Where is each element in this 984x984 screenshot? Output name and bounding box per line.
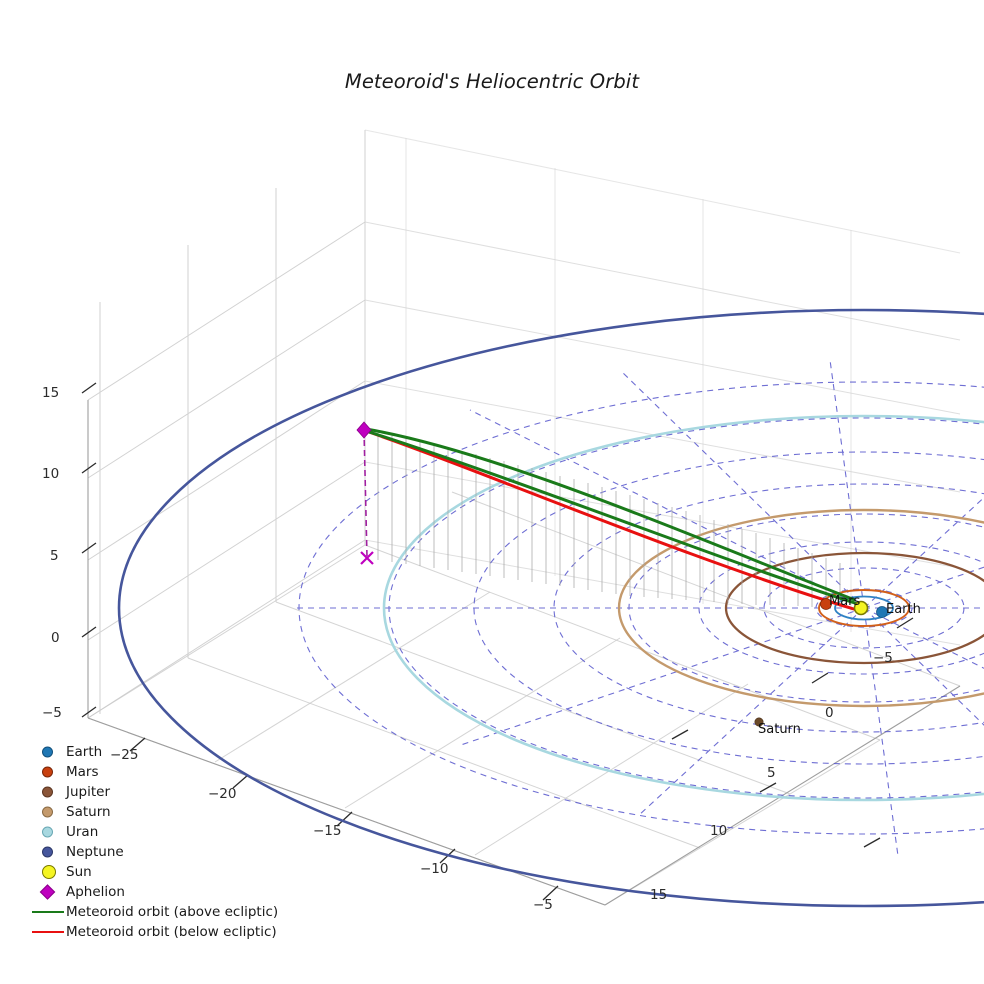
uranus-marker-icon (30, 822, 66, 842)
sun-marker (853, 600, 869, 616)
legend-label-orbit-below: Meteoroid orbit (below ecliptic) (66, 924, 277, 940)
x-tick-label-minus25: −25 (110, 747, 139, 763)
legend-item-saturn[interactable]: Saturn (30, 802, 288, 822)
z-tick-label-5: 5 (50, 548, 59, 564)
page-title: Meteoroid's Heliocentric Orbit (344, 70, 640, 93)
y-tick-label-15: 15 (650, 887, 668, 903)
legend-label-mars: Mars (66, 764, 99, 780)
neptune-orbit (117, 308, 984, 908)
legend-label-sun: Sun (66, 864, 92, 880)
aphelion-marker-icon (30, 882, 66, 902)
mars-label: Mars (829, 594, 861, 609)
earth-marker-icon (30, 742, 66, 762)
z-tick-label-15: 15 (42, 385, 60, 401)
x-tick-label-minus15: −15 (313, 823, 342, 839)
legend-label-uranus: Uran (66, 824, 99, 840)
mars-orbit (818, 589, 910, 627)
legend-item-sun[interactable]: Sun (30, 862, 288, 882)
saturn-label: Saturn (758, 722, 801, 737)
y-tick-label-minus5: −5 (873, 650, 893, 666)
legend: Earth Mars Jupiter Saturn Uran (30, 742, 288, 942)
legend-item-orbit-above[interactable]: Meteoroid orbit (above ecliptic) (30, 902, 288, 922)
legend-item-neptune[interactable]: Neptune (30, 842, 288, 862)
orbit-above-line-icon (30, 902, 66, 922)
x-axis-spine (87, 717, 606, 906)
earth-marker (876, 606, 888, 618)
legend-label-aphelion: Aphelion (66, 884, 125, 900)
legend-item-jupiter[interactable]: Jupiter (30, 782, 288, 802)
mars-marker-icon (30, 762, 66, 782)
axis-ticks (81, 382, 914, 901)
planet-orbits (117, 308, 984, 908)
z-tick-label-10: 10 (42, 466, 60, 482)
legend-label-neptune: Neptune (66, 844, 124, 860)
aphelion-drop-line (363, 429, 368, 558)
saturn-orbit (617, 508, 984, 708)
uranus-orbit (382, 414, 984, 802)
jupiter-orbit (724, 551, 984, 665)
x-tick-label-minus10: −10 (420, 861, 449, 877)
y-tick-label-5: 5 (767, 765, 776, 781)
legend-item-uranus[interactable]: Uran (30, 822, 288, 842)
aphelion-projection-marker (360, 551, 374, 565)
aphelion-marker (356, 421, 372, 439)
z-tick-label-0: 0 (51, 630, 60, 646)
legend-item-aphelion[interactable]: Aphelion (30, 882, 288, 902)
sun-marker-icon (30, 862, 66, 882)
ecliptic-floor-grid (87, 491, 961, 906)
y-tick-label-0: 0 (825, 705, 834, 721)
earth-label: Earth (886, 602, 921, 617)
neptune-marker-icon (30, 842, 66, 862)
earth-orbit (834, 595, 894, 621)
axes-pane-grid (87, 129, 961, 719)
x-tick-label-minus5: −5 (533, 897, 553, 913)
legend-label-saturn: Saturn (66, 804, 111, 820)
orbit-below-line-icon (30, 922, 66, 942)
ecliptic-polar-grid (295, 359, 984, 857)
legend-item-orbit-below[interactable]: Meteoroid orbit (below ecliptic) (30, 922, 288, 942)
saturn-marker (754, 717, 764, 727)
legend-item-mars[interactable]: Mars (30, 762, 288, 782)
saturn-marker-icon (30, 802, 66, 822)
legend-item-earth[interactable]: Earth (30, 742, 288, 762)
legend-label-earth: Earth (66, 744, 103, 760)
legend-label-orbit-above: Meteoroid orbit (above ecliptic) (66, 904, 279, 920)
meteoroid-orbit-above-ecliptic (365, 427, 856, 602)
meteoroid-orbit-green-return (365, 429, 859, 606)
jupiter-marker-icon (30, 782, 66, 802)
z-tick-label-minus5: −5 (42, 705, 62, 721)
y-tick-label-10: 10 (710, 823, 728, 839)
mars-marker (820, 598, 832, 610)
x-tick-label-minus20: −20 (208, 786, 237, 802)
legend-label-jupiter: Jupiter (66, 784, 111, 800)
